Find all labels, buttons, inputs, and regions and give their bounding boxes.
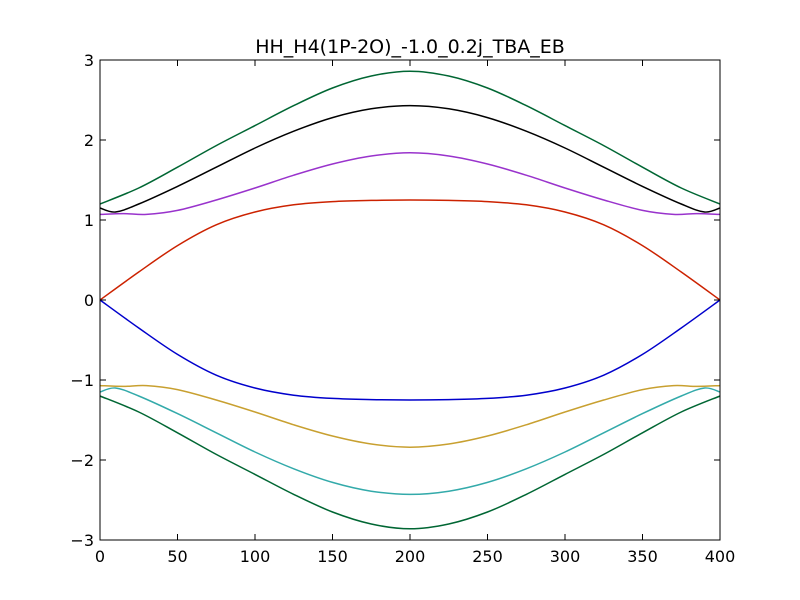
x-tick-label: 150: [317, 547, 348, 566]
series-line-1: [99, 70, 721, 205]
series-line-6: [99, 384, 721, 448]
x-tick-label: 250: [472, 547, 503, 566]
x-tick-label: 400: [705, 547, 736, 566]
series-line-7: [99, 387, 721, 496]
y-tick-label: 3: [84, 51, 94, 70]
series-line-5: [99, 299, 721, 401]
series-line-2: [99, 104, 721, 213]
ticks-layer: 0 50 100 150 200 250 300 350 400 −3 −2 −1 0 1 2 3: [70, 51, 735, 566]
chart-title: HH_H4(1P-2O)_-1.0_0.2j_TBA_EB: [255, 36, 565, 58]
y-tick-label: 1: [84, 211, 94, 230]
y-tick-label: 0: [84, 291, 94, 310]
plot-area-frame: [99, 59, 721, 541]
y-tick-label: −2: [70, 451, 94, 470]
y-tick-label: 2: [84, 131, 94, 150]
x-tick-label: 300: [550, 547, 581, 566]
x-tick-label: 200: [395, 547, 426, 566]
y-tick-label: −1: [70, 371, 94, 390]
series-line-4: [99, 199, 721, 301]
x-tick-label: 100: [240, 547, 271, 566]
series-line-3: [99, 152, 721, 216]
series-layer: [99, 70, 721, 530]
x-tick-label: 350: [627, 547, 658, 566]
x-tick-label: 0: [95, 547, 105, 566]
series-line-8: [99, 395, 721, 530]
x-tick-label: 50: [167, 547, 187, 566]
y-tick-label: −3: [70, 531, 94, 550]
